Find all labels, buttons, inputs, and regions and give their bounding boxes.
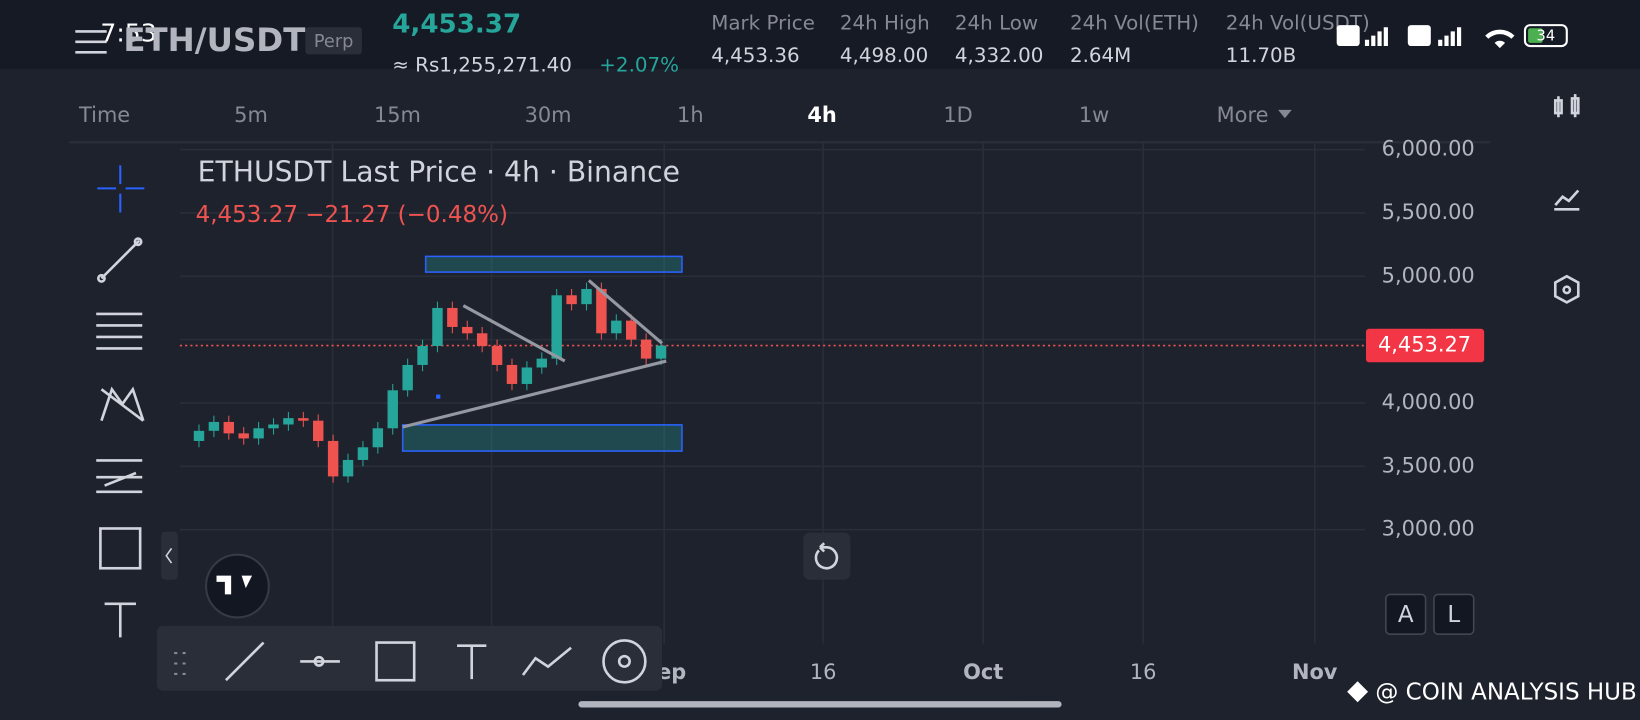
candle bbox=[566, 295, 577, 305]
candle bbox=[223, 421, 235, 434]
drawing-toolbar bbox=[156, 625, 663, 691]
candle bbox=[536, 358, 548, 368]
right-toolbar[interactable] bbox=[1553, 94, 1580, 304]
candle bbox=[372, 428, 384, 448]
timeframe[interactable]: More bbox=[1217, 103, 1269, 127]
timeframe[interactable]: 1h bbox=[677, 103, 704, 127]
candle bbox=[655, 345, 667, 359]
candle bbox=[208, 421, 220, 431]
stat-value: 11.70B bbox=[1226, 44, 1296, 67]
y-tick-label: 3,000.00 bbox=[1382, 517, 1475, 541]
tv-logo bbox=[205, 553, 270, 619]
scale-button-label: A bbox=[1398, 602, 1414, 628]
candle bbox=[625, 320, 637, 340]
x-tick-label: Oct bbox=[963, 660, 1003, 684]
candle bbox=[283, 418, 294, 425]
timeframe[interactable]: Time bbox=[78, 103, 130, 127]
last-price-label: 4,453.27 bbox=[1378, 333, 1471, 357]
scale-button[interactable] bbox=[1433, 593, 1475, 635]
candle bbox=[313, 420, 324, 441]
stat-label: 24h Vol(ETH) bbox=[1070, 12, 1199, 35]
reset-icon bbox=[814, 542, 839, 570]
candle bbox=[476, 333, 488, 346]
y-tick-label: 5,500.00 bbox=[1382, 200, 1475, 224]
candle bbox=[387, 390, 398, 429]
badge-bg bbox=[305, 27, 362, 55]
battery: 34 bbox=[1537, 28, 1556, 45]
local-price: ≈ Rs1,255,271.40 bbox=[392, 53, 572, 76]
stat-label: 24h High bbox=[840, 12, 930, 35]
candle bbox=[298, 418, 309, 421]
stat-label: Mark Price bbox=[711, 12, 815, 35]
scale-button-label: L bbox=[1447, 602, 1460, 628]
candle bbox=[596, 288, 607, 334]
price: 4,453.37 bbox=[392, 10, 521, 40]
candle bbox=[491, 345, 503, 365]
header-bar bbox=[0, 0, 1640, 70]
stat-value: 4,453.36 bbox=[711, 44, 799, 67]
y-tick-label: 3,500.00 bbox=[1382, 453, 1475, 477]
stat-label: 24h Vol(USDT) bbox=[1226, 12, 1370, 35]
candle bbox=[193, 430, 205, 441]
y-tick-label: 5,000.00 bbox=[1382, 263, 1475, 287]
candle bbox=[432, 307, 443, 346]
reset-button[interactable] bbox=[803, 532, 851, 580]
candle bbox=[611, 320, 622, 334]
timeframe[interactable]: 15m bbox=[374, 103, 421, 127]
scale-button[interactable] bbox=[1385, 593, 1427, 635]
drawings[interactable] bbox=[401, 255, 683, 452]
candle bbox=[447, 307, 458, 327]
stat-value: 4,332.00 bbox=[955, 44, 1043, 67]
menu-icon[interactable] bbox=[75, 30, 107, 54]
x-tick-label: 16 bbox=[1130, 660, 1157, 684]
timeframe[interactable]: 1w bbox=[1079, 103, 1109, 127]
candle bbox=[238, 433, 249, 439]
home-indicator bbox=[578, 701, 1062, 708]
drawing-toolbar-icons[interactable] bbox=[174, 639, 647, 684]
candle bbox=[521, 367, 533, 384]
timeframe[interactable]: 30m bbox=[525, 103, 572, 127]
candle bbox=[327, 440, 339, 477]
stat-label: 24h Low bbox=[955, 12, 1038, 35]
status-time: 7:53 bbox=[100, 19, 156, 48]
chart-subtitle: 4,453.27 −21.27 (−0.48%) bbox=[196, 202, 508, 228]
candle bbox=[462, 326, 473, 334]
x-tick-label: 16 bbox=[810, 660, 837, 684]
candle bbox=[417, 345, 428, 365]
candle bbox=[581, 288, 592, 305]
dropdown-arrow bbox=[1278, 109, 1292, 119]
candle bbox=[506, 364, 518, 384]
stat-value: 2.64M bbox=[1070, 44, 1131, 67]
badge: Perp bbox=[314, 31, 354, 52]
timeframe[interactable]: 4h bbox=[807, 103, 836, 127]
candle bbox=[402, 364, 413, 391]
timeframe[interactable]: 1D bbox=[943, 103, 972, 127]
stat-value: 4,498.00 bbox=[840, 44, 928, 67]
y-tick-label: 4,000.00 bbox=[1382, 390, 1475, 414]
candle bbox=[551, 295, 562, 359]
x-tick-label: Nov bbox=[1292, 660, 1338, 684]
chart-title: ETHUSDT Last Price · 4h · Binance bbox=[198, 156, 680, 189]
last-price-tag bbox=[1365, 328, 1485, 363]
candle bbox=[357, 447, 369, 460]
candle bbox=[342, 459, 354, 477]
status-icons bbox=[1336, 24, 1568, 49]
left-toolbar[interactable] bbox=[96, 165, 178, 638]
candle bbox=[253, 428, 264, 439]
pair[interactable]: ETH/USDT bbox=[123, 21, 305, 59]
y-tick-label: 6,000.00 bbox=[1382, 137, 1475, 161]
candle bbox=[268, 424, 279, 429]
change: +2.07% bbox=[599, 53, 679, 76]
timeframe[interactable]: 5m bbox=[234, 103, 268, 127]
watermark-logo bbox=[1347, 681, 1369, 703]
candle bbox=[640, 339, 652, 359]
watermark: @ COIN ANALYSIS HUB bbox=[1375, 679, 1636, 705]
